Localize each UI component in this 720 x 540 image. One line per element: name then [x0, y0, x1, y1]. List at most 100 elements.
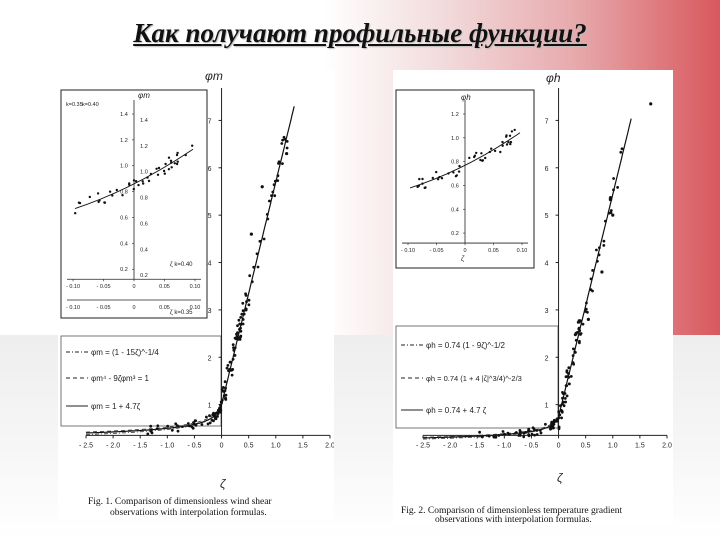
- y-tick-label: 5: [545, 213, 549, 220]
- data-point: [249, 232, 253, 236]
- data-point: [239, 316, 243, 319]
- data-point: [258, 239, 262, 243]
- inset-data-point: [488, 150, 492, 154]
- figure-1-panel: - 2.5 - 2.0 - 1.5 - 1.0 - 0.5 0 0.5 1.0 1.5 2.0 1 2…: [58, 70, 334, 520]
- inset-data-point: [509, 140, 513, 144]
- data-point: [241, 301, 245, 305]
- inset-data-point: [421, 182, 424, 185]
- data-point: [255, 252, 259, 256]
- data-point: [563, 392, 567, 395]
- figure-2-panel: - 2.5 - 2.0 - 1.5 - 1.0 - 0.5 0 0.5 1.0 1.5 2.0 1 2…: [393, 70, 673, 525]
- data-point: [268, 199, 271, 203]
- data-point: [522, 435, 526, 439]
- data-point: [577, 320, 581, 324]
- data-point: [205, 415, 208, 419]
- data-point: [552, 426, 555, 430]
- inset-data-point: [507, 141, 510, 144]
- data-point: [589, 277, 593, 281]
- inset-data-point: [74, 212, 77, 215]
- data-point: [586, 317, 590, 321]
- y-tick-label: 4: [545, 261, 549, 268]
- x-tick-label: 0: [220, 442, 224, 449]
- inset-x-label-top: ζ k=0.40: [170, 262, 193, 268]
- figure-2-caption-line1: Fig. 2. Comparison of dimensionless temp…: [401, 505, 622, 516]
- data-point: [609, 209, 613, 212]
- fit-curve-solid: [423, 118, 632, 439]
- data-point: [236, 324, 239, 328]
- data-point: [552, 420, 555, 424]
- inset-data-point: [163, 172, 166, 175]
- inset-fit-curve: [74, 148, 194, 209]
- data-point: [583, 310, 587, 313]
- data-point: [248, 274, 252, 278]
- data-point: [544, 422, 547, 426]
- inset-y-tick-label: 0.8: [451, 160, 459, 166]
- inset-data-point: [435, 170, 438, 174]
- data-point: [574, 338, 578, 342]
- inset-data-point: [103, 201, 107, 204]
- data-point: [181, 425, 184, 428]
- inset-y-tick-label: 1.2: [120, 138, 128, 144]
- data-point: [604, 219, 607, 223]
- legend-label-3: φh = 0.74 + 4.7 ζ: [426, 406, 487, 415]
- x-tick-label: 1.0: [608, 442, 618, 449]
- data-point: [595, 248, 598, 252]
- inset-x-tick-label: - 0.05: [96, 305, 110, 311]
- data-point: [532, 428, 536, 431]
- inset-data-point: [156, 173, 160, 176]
- inset-y-tick-label: 0.4: [451, 207, 459, 213]
- data-point: [283, 137, 287, 141]
- x-tick-label: - 2.0: [443, 442, 457, 449]
- x-tick-label: 2.0: [325, 442, 334, 449]
- data-point: [208, 414, 211, 418]
- data-point: [562, 400, 566, 404]
- data-point: [218, 406, 222, 409]
- inset-data-point: [88, 195, 91, 199]
- y-axis-label: φh: [546, 71, 561, 85]
- data-point: [242, 312, 246, 316]
- data-point: [190, 425, 194, 429]
- inset-data-point: [457, 170, 461, 173]
- data-point: [245, 300, 248, 304]
- data-point: [560, 402, 564, 406]
- data-point: [527, 433, 530, 436]
- data-point: [236, 331, 239, 334]
- x-tick-label: 1.0: [271, 442, 281, 449]
- y-tick-label: 3: [545, 308, 549, 315]
- inset-data-point: [155, 167, 158, 170]
- data-point: [223, 389, 227, 393]
- data-point: [270, 194, 273, 197]
- data-point: [565, 394, 569, 398]
- inset-data-point: [96, 192, 100, 195]
- data-point: [649, 102, 653, 106]
- inset-y-tick-label: 1.0: [140, 170, 148, 176]
- legend-label-1: φm = (1 - 15ζ)^-1/4: [91, 348, 159, 357]
- data-point: [232, 354, 236, 357]
- data-point: [558, 413, 562, 417]
- data-point: [535, 429, 539, 432]
- data-point: [266, 217, 270, 221]
- inset-corner-label-a: k=0.35: [66, 102, 83, 108]
- inset-data-point: [108, 190, 112, 193]
- inset-x-tick-label: - 0.10: [66, 305, 80, 311]
- data-point: [176, 429, 180, 433]
- data-point: [562, 404, 566, 408]
- x-tick-label: - 2.5: [416, 442, 430, 449]
- figure-2-plot: - 2.5 - 2.0 - 1.5 - 1.0 - 0.5 0 0.5 1.0 1.5 2.0 1 2…: [395, 71, 672, 525]
- y-tick-label: 1: [208, 403, 212, 410]
- inset-data-point: [455, 174, 458, 177]
- data-point: [241, 309, 245, 313]
- inset-y-tick-label: 0.6: [140, 221, 148, 227]
- data-point: [555, 419, 559, 423]
- inset-data-point: [418, 177, 421, 181]
- data-point: [567, 366, 571, 370]
- data-point: [231, 368, 235, 371]
- inset-data-point: [473, 154, 477, 157]
- data-point: [236, 338, 240, 341]
- inset-x-label-bottom: ζ k=0.35: [170, 310, 193, 316]
- data-point: [166, 424, 170, 428]
- data-point: [244, 308, 248, 312]
- data-point: [240, 312, 244, 316]
- inset-data-point: [169, 159, 173, 162]
- data-point: [227, 369, 230, 373]
